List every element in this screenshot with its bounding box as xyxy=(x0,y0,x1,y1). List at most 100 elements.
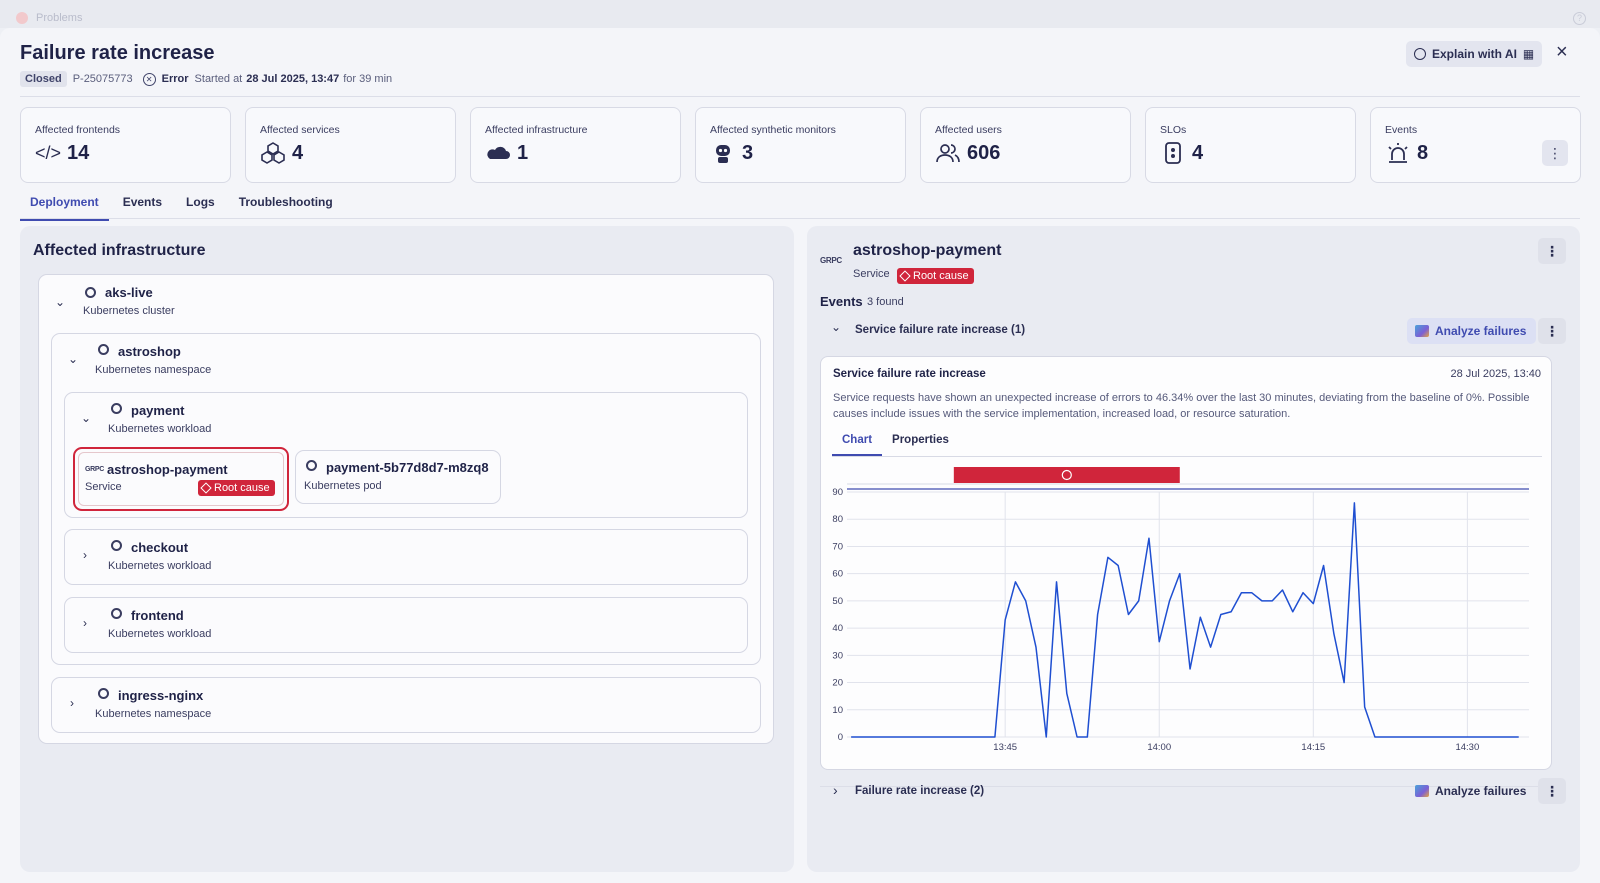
workload-type: Kubernetes workload xyxy=(108,628,212,640)
card-label: SLOs xyxy=(1160,124,1187,136)
namespace-name[interactable]: astroshop xyxy=(118,344,181,359)
y-tick-label: 90 xyxy=(832,487,843,498)
chevron-right-icon[interactable]: › xyxy=(833,782,838,798)
workload-frontend-box: › frontend Kubernetes workload xyxy=(64,597,748,653)
card-affected-services[interactable]: Affected services 4 xyxy=(245,107,456,183)
event-card-description: Service requests have shown an unexpecte… xyxy=(833,392,1530,420)
workload-name[interactable]: frontend xyxy=(131,608,184,623)
workload-name[interactable]: payment xyxy=(131,403,185,418)
x-tick-label: 14:00 xyxy=(1147,742,1171,753)
chevron-down-icon[interactable]: ⌄ xyxy=(55,295,66,309)
started-label: Started at xyxy=(194,73,243,85)
kubernetes-icon xyxy=(98,688,109,699)
namespace-name[interactable]: ingress-nginx xyxy=(118,688,204,703)
slo-icon xyxy=(1160,142,1186,164)
tab-troubleshooting[interactable]: Troubleshooting xyxy=(238,195,333,209)
chevron-right-icon[interactable]: › xyxy=(83,616,87,630)
event-card-tabs: Chart Properties xyxy=(832,429,959,456)
tab-chart[interactable]: Chart xyxy=(832,429,883,456)
card-slos[interactable]: SLOs 4 xyxy=(1145,107,1356,183)
card-label: Affected services xyxy=(260,124,340,136)
app-title: Problems xyxy=(36,12,83,24)
root-cause-label: Root cause xyxy=(913,270,969,282)
entity-title: astroshop-payment xyxy=(853,242,1002,259)
robot-icon xyxy=(710,142,736,164)
app-topbar: Problems ? xyxy=(0,0,1600,28)
event-divider xyxy=(820,786,1552,787)
card-value: 4 xyxy=(1192,142,1204,164)
chevron-down-icon[interactable]: ⌄ xyxy=(831,320,842,334)
event-card-date: 28 Jul 2025, 13:40 xyxy=(1450,368,1541,380)
tab-deployment[interactable]: Deployment xyxy=(20,188,109,221)
workload-name[interactable]: checkout xyxy=(131,540,189,555)
header-divider xyxy=(20,96,1580,97)
workload-type: Kubernetes workload xyxy=(108,560,212,572)
diamond-icon xyxy=(899,270,911,282)
y-tick-label: 0 xyxy=(838,732,843,743)
namespace-ingress-box: › ingress-nginx Kubernetes namespace xyxy=(51,677,761,733)
workload-checkout-box: › checkout Kubernetes workload xyxy=(64,529,748,585)
explain-with-ai-button[interactable]: Explain with AI ▦ xyxy=(1406,41,1543,67)
events-count: 3 found xyxy=(867,296,904,308)
service-name[interactable]: astroshop-payment xyxy=(107,462,228,477)
y-tick-label: 70 xyxy=(832,541,843,552)
chevron-right-icon[interactable]: › xyxy=(70,696,74,710)
severity-label: Error xyxy=(161,73,189,85)
card-value: 3 xyxy=(742,142,754,164)
card-affected-users[interactable]: Affected users 606 xyxy=(920,107,1131,183)
pod-name[interactable]: payment-5b77d8d7-m8zq8 xyxy=(326,460,489,475)
close-icon[interactable]: × xyxy=(1556,41,1568,63)
card-value: 606 xyxy=(967,142,1001,164)
namespace-type: Kubernetes namespace xyxy=(95,708,212,720)
analyze-failures-button[interactable]: Analyze failures xyxy=(1407,778,1536,804)
status-badge: Closed xyxy=(20,71,67,87)
workload-type: Kubernetes workload xyxy=(108,423,212,435)
cubes-icon xyxy=(260,142,286,164)
card-value: 1 xyxy=(517,142,529,164)
event-1-more-button[interactable]: ⋮ xyxy=(1538,318,1566,344)
events-more-button[interactable]: ⋮ xyxy=(1542,140,1568,166)
card-events[interactable]: Events 8 ⋮ xyxy=(1370,107,1581,183)
card-affected-synthetic-monitors[interactable]: Affected synthetic monitors 3 xyxy=(695,107,906,183)
problems-app-icon xyxy=(16,12,28,24)
affected-infrastructure-panel: Affected infrastructure ⌄ aks-live Kuber… xyxy=(20,226,794,872)
y-tick-label: 40 xyxy=(832,623,843,634)
tab-logs[interactable]: Logs xyxy=(186,195,215,209)
tab-events[interactable]: Events xyxy=(122,195,163,209)
explain-with-ai-label: Explain with AI xyxy=(1432,47,1517,61)
analyze-failures-button[interactable]: Analyze failures xyxy=(1407,318,1537,344)
tab-properties[interactable]: Properties xyxy=(892,434,949,446)
cloud-icon xyxy=(485,142,511,164)
service-type: Service xyxy=(85,481,122,493)
namespace-type: Kubernetes namespace xyxy=(95,364,212,376)
analyze-icon xyxy=(1415,325,1429,337)
kubernetes-icon xyxy=(111,608,122,619)
qr-grid-icon: ▦ xyxy=(1522,47,1535,61)
event-card: Service failure rate increase 28 Jul 202… xyxy=(820,356,1552,770)
tab-divider xyxy=(20,218,1580,219)
help-icon[interactable]: ? xyxy=(1573,12,1586,25)
error-icon: ✕ xyxy=(142,72,156,86)
card-affected-frontends[interactable]: Affected frontends </> 14 xyxy=(20,107,231,183)
service-node-root-cause[interactable]: GRPC astroshop-payment Service Root caus… xyxy=(73,447,289,511)
card-affected-infrastructure[interactable]: Affected infrastructure 1 xyxy=(470,107,681,183)
grpc-logo-icon: GRPC xyxy=(85,466,105,473)
entity-detail-panel: GRPC astroshop-payment Service Root caus… xyxy=(807,226,1580,872)
grpc-logo-icon: GRPC xyxy=(820,256,842,265)
chevron-right-icon[interactable]: › xyxy=(83,548,87,562)
ai-icon xyxy=(1414,48,1426,60)
event-2-label[interactable]: Failure rate increase (2) xyxy=(855,785,985,797)
cluster-name[interactable]: aks-live xyxy=(105,285,153,300)
root-cause-label: Root cause xyxy=(214,482,270,494)
event-1-label[interactable]: Service failure rate increase (1) xyxy=(855,324,1026,336)
diamond-icon xyxy=(200,482,212,494)
chevron-down-icon[interactable]: ⌄ xyxy=(81,411,92,425)
card-value: 4 xyxy=(292,142,304,164)
event-2-more-button[interactable]: ⋮ xyxy=(1538,778,1566,804)
x-tick-label: 14:30 xyxy=(1455,742,1479,753)
card-label: Affected frontends xyxy=(35,124,121,136)
pod-node[interactable]: payment-5b77d8d7-m8zq8 Kubernetes pod xyxy=(295,450,501,504)
entity-more-button[interactable]: ⋮ xyxy=(1538,238,1566,264)
chevron-down-icon[interactable]: ⌄ xyxy=(68,352,79,366)
service-node-inner xyxy=(78,452,284,506)
